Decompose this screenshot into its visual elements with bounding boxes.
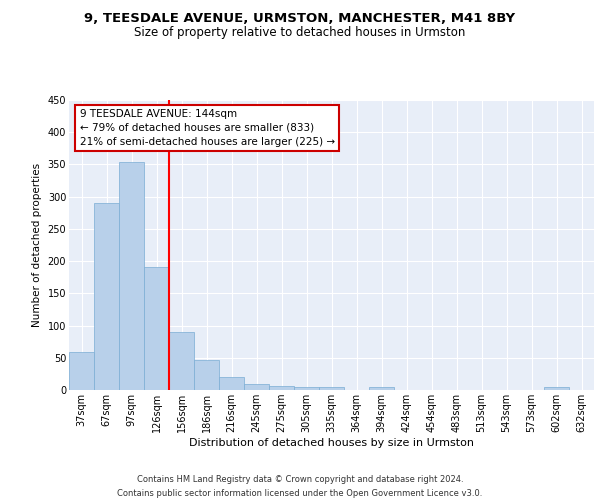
Bar xyxy=(219,377,244,390)
Bar xyxy=(544,387,569,390)
Bar xyxy=(294,387,319,390)
Y-axis label: Number of detached properties: Number of detached properties xyxy=(32,163,42,327)
Bar xyxy=(319,387,344,390)
Bar xyxy=(244,384,269,390)
Text: Size of property relative to detached houses in Urmston: Size of property relative to detached ho… xyxy=(134,26,466,39)
Text: 9, TEESDALE AVENUE, URMSTON, MANCHESTER, M41 8BY: 9, TEESDALE AVENUE, URMSTON, MANCHESTER,… xyxy=(85,12,515,26)
Bar xyxy=(369,387,394,390)
Bar xyxy=(169,332,194,390)
Text: Contains HM Land Registry data © Crown copyright and database right 2024.
Contai: Contains HM Land Registry data © Crown c… xyxy=(118,476,482,498)
Text: 9 TEESDALE AVENUE: 144sqm
← 79% of detached houses are smaller (833)
21% of semi: 9 TEESDALE AVENUE: 144sqm ← 79% of detac… xyxy=(79,108,335,146)
Bar xyxy=(94,203,119,390)
Bar xyxy=(69,352,94,390)
Bar xyxy=(194,360,219,390)
Bar xyxy=(269,386,294,390)
Bar xyxy=(144,267,169,390)
Bar xyxy=(119,162,144,390)
X-axis label: Distribution of detached houses by size in Urmston: Distribution of detached houses by size … xyxy=(189,438,474,448)
